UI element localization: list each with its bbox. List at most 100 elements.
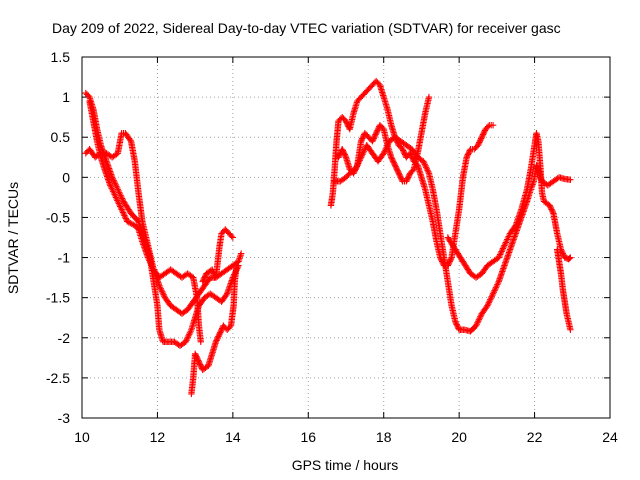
data-point bbox=[420, 159, 428, 166]
data-point bbox=[114, 198, 122, 206]
data-point bbox=[359, 151, 366, 158]
data-point bbox=[118, 195, 126, 202]
data-point bbox=[114, 186, 122, 193]
data-point bbox=[492, 285, 499, 293]
data-point bbox=[355, 158, 363, 165]
data-point bbox=[226, 323, 233, 331]
data-point bbox=[156, 283, 164, 291]
data-point bbox=[501, 240, 509, 248]
data-point bbox=[126, 136, 134, 144]
data-point bbox=[119, 207, 126, 215]
data-point bbox=[115, 200, 122, 207]
series-track-3 bbox=[86, 97, 204, 345]
data-point bbox=[111, 191, 118, 198]
data-point bbox=[160, 291, 167, 298]
data-point bbox=[422, 164, 430, 171]
data-point bbox=[503, 237, 510, 245]
data-point bbox=[489, 290, 497, 297]
data-point bbox=[357, 154, 365, 161]
data-point bbox=[472, 322, 480, 329]
data-point bbox=[352, 164, 360, 172]
series-track-4 bbox=[188, 262, 240, 398]
data-point bbox=[477, 313, 484, 320]
data-point bbox=[157, 285, 164, 292]
data-point bbox=[108, 185, 115, 192]
data-point bbox=[494, 281, 501, 288]
series-track-5 bbox=[199, 226, 237, 285]
data-point bbox=[113, 183, 120, 190]
data-point bbox=[493, 282, 500, 290]
data-point bbox=[476, 315, 483, 322]
data-point bbox=[184, 334, 192, 341]
data-point bbox=[484, 123, 492, 130]
data-point bbox=[111, 178, 118, 186]
data-point bbox=[567, 326, 574, 333]
data-point bbox=[357, 155, 364, 162]
data-point bbox=[421, 161, 428, 168]
x-tick-label: 10 bbox=[74, 429, 90, 445]
data-point bbox=[114, 197, 121, 204]
data-point bbox=[147, 260, 155, 267]
x-tick-label: 14 bbox=[225, 429, 241, 445]
data-point bbox=[107, 182, 114, 189]
y-tick-label: -2 bbox=[58, 330, 71, 346]
data-point bbox=[117, 204, 125, 212]
data-point bbox=[118, 206, 125, 213]
data-point bbox=[495, 254, 502, 261]
data-point bbox=[383, 144, 390, 151]
data-point bbox=[121, 213, 129, 221]
data-point bbox=[342, 152, 349, 160]
data-point bbox=[145, 255, 152, 263]
data-point bbox=[492, 284, 500, 291]
data-point bbox=[117, 192, 124, 199]
x-axis-label: GPS time / hours bbox=[292, 457, 399, 473]
data-point bbox=[420, 158, 427, 165]
data-point bbox=[490, 288, 497, 296]
x-tick-label: 20 bbox=[451, 429, 467, 445]
data-point bbox=[355, 160, 362, 167]
data-point bbox=[119, 196, 126, 204]
data-point bbox=[354, 161, 361, 168]
y-tick-label: -2.5 bbox=[46, 370, 70, 386]
data-point bbox=[144, 254, 152, 261]
data-point bbox=[118, 193, 125, 201]
data-point bbox=[494, 279, 502, 287]
series-track-1 bbox=[82, 89, 242, 349]
data-point bbox=[382, 145, 390, 152]
data-point bbox=[422, 162, 429, 170]
data-point bbox=[116, 203, 124, 210]
plot-frame bbox=[81, 56, 611, 419]
data-points bbox=[82, 77, 574, 398]
data-point bbox=[566, 255, 573, 262]
data-point bbox=[149, 263, 156, 270]
data-point bbox=[487, 294, 495, 302]
x-tick-label: 16 bbox=[300, 429, 316, 445]
data-point bbox=[113, 184, 121, 192]
data-point bbox=[380, 150, 387, 157]
data-point bbox=[109, 188, 117, 195]
data-point bbox=[484, 302, 491, 309]
data-point bbox=[424, 167, 431, 174]
x-tick-label: 18 bbox=[376, 429, 392, 445]
data-point bbox=[567, 176, 574, 183]
data-point bbox=[229, 234, 237, 241]
axis-tick-labels: 10 12 14 16 18 20 22 24 1.5 1 0.5 0 -0.5 -1 -1.5 -2 -2.5… bbox=[46, 49, 618, 445]
data-point bbox=[501, 242, 508, 249]
data-point bbox=[489, 291, 496, 299]
data-point bbox=[496, 252, 503, 260]
grid-lines bbox=[82, 57, 610, 418]
data-point bbox=[358, 152, 365, 159]
y-tick-label: 1.5 bbox=[51, 49, 71, 65]
series-track-10 bbox=[554, 246, 574, 333]
data-point bbox=[485, 299, 493, 306]
data-point bbox=[499, 246, 506, 254]
data-point bbox=[109, 175, 117, 183]
data-point bbox=[353, 163, 361, 170]
data-point bbox=[352, 166, 359, 173]
data-point bbox=[186, 331, 193, 338]
data-point bbox=[425, 168, 432, 176]
data-point bbox=[360, 148, 368, 155]
data-point bbox=[183, 337, 190, 344]
data-point bbox=[484, 300, 492, 308]
data-point bbox=[499, 245, 507, 252]
